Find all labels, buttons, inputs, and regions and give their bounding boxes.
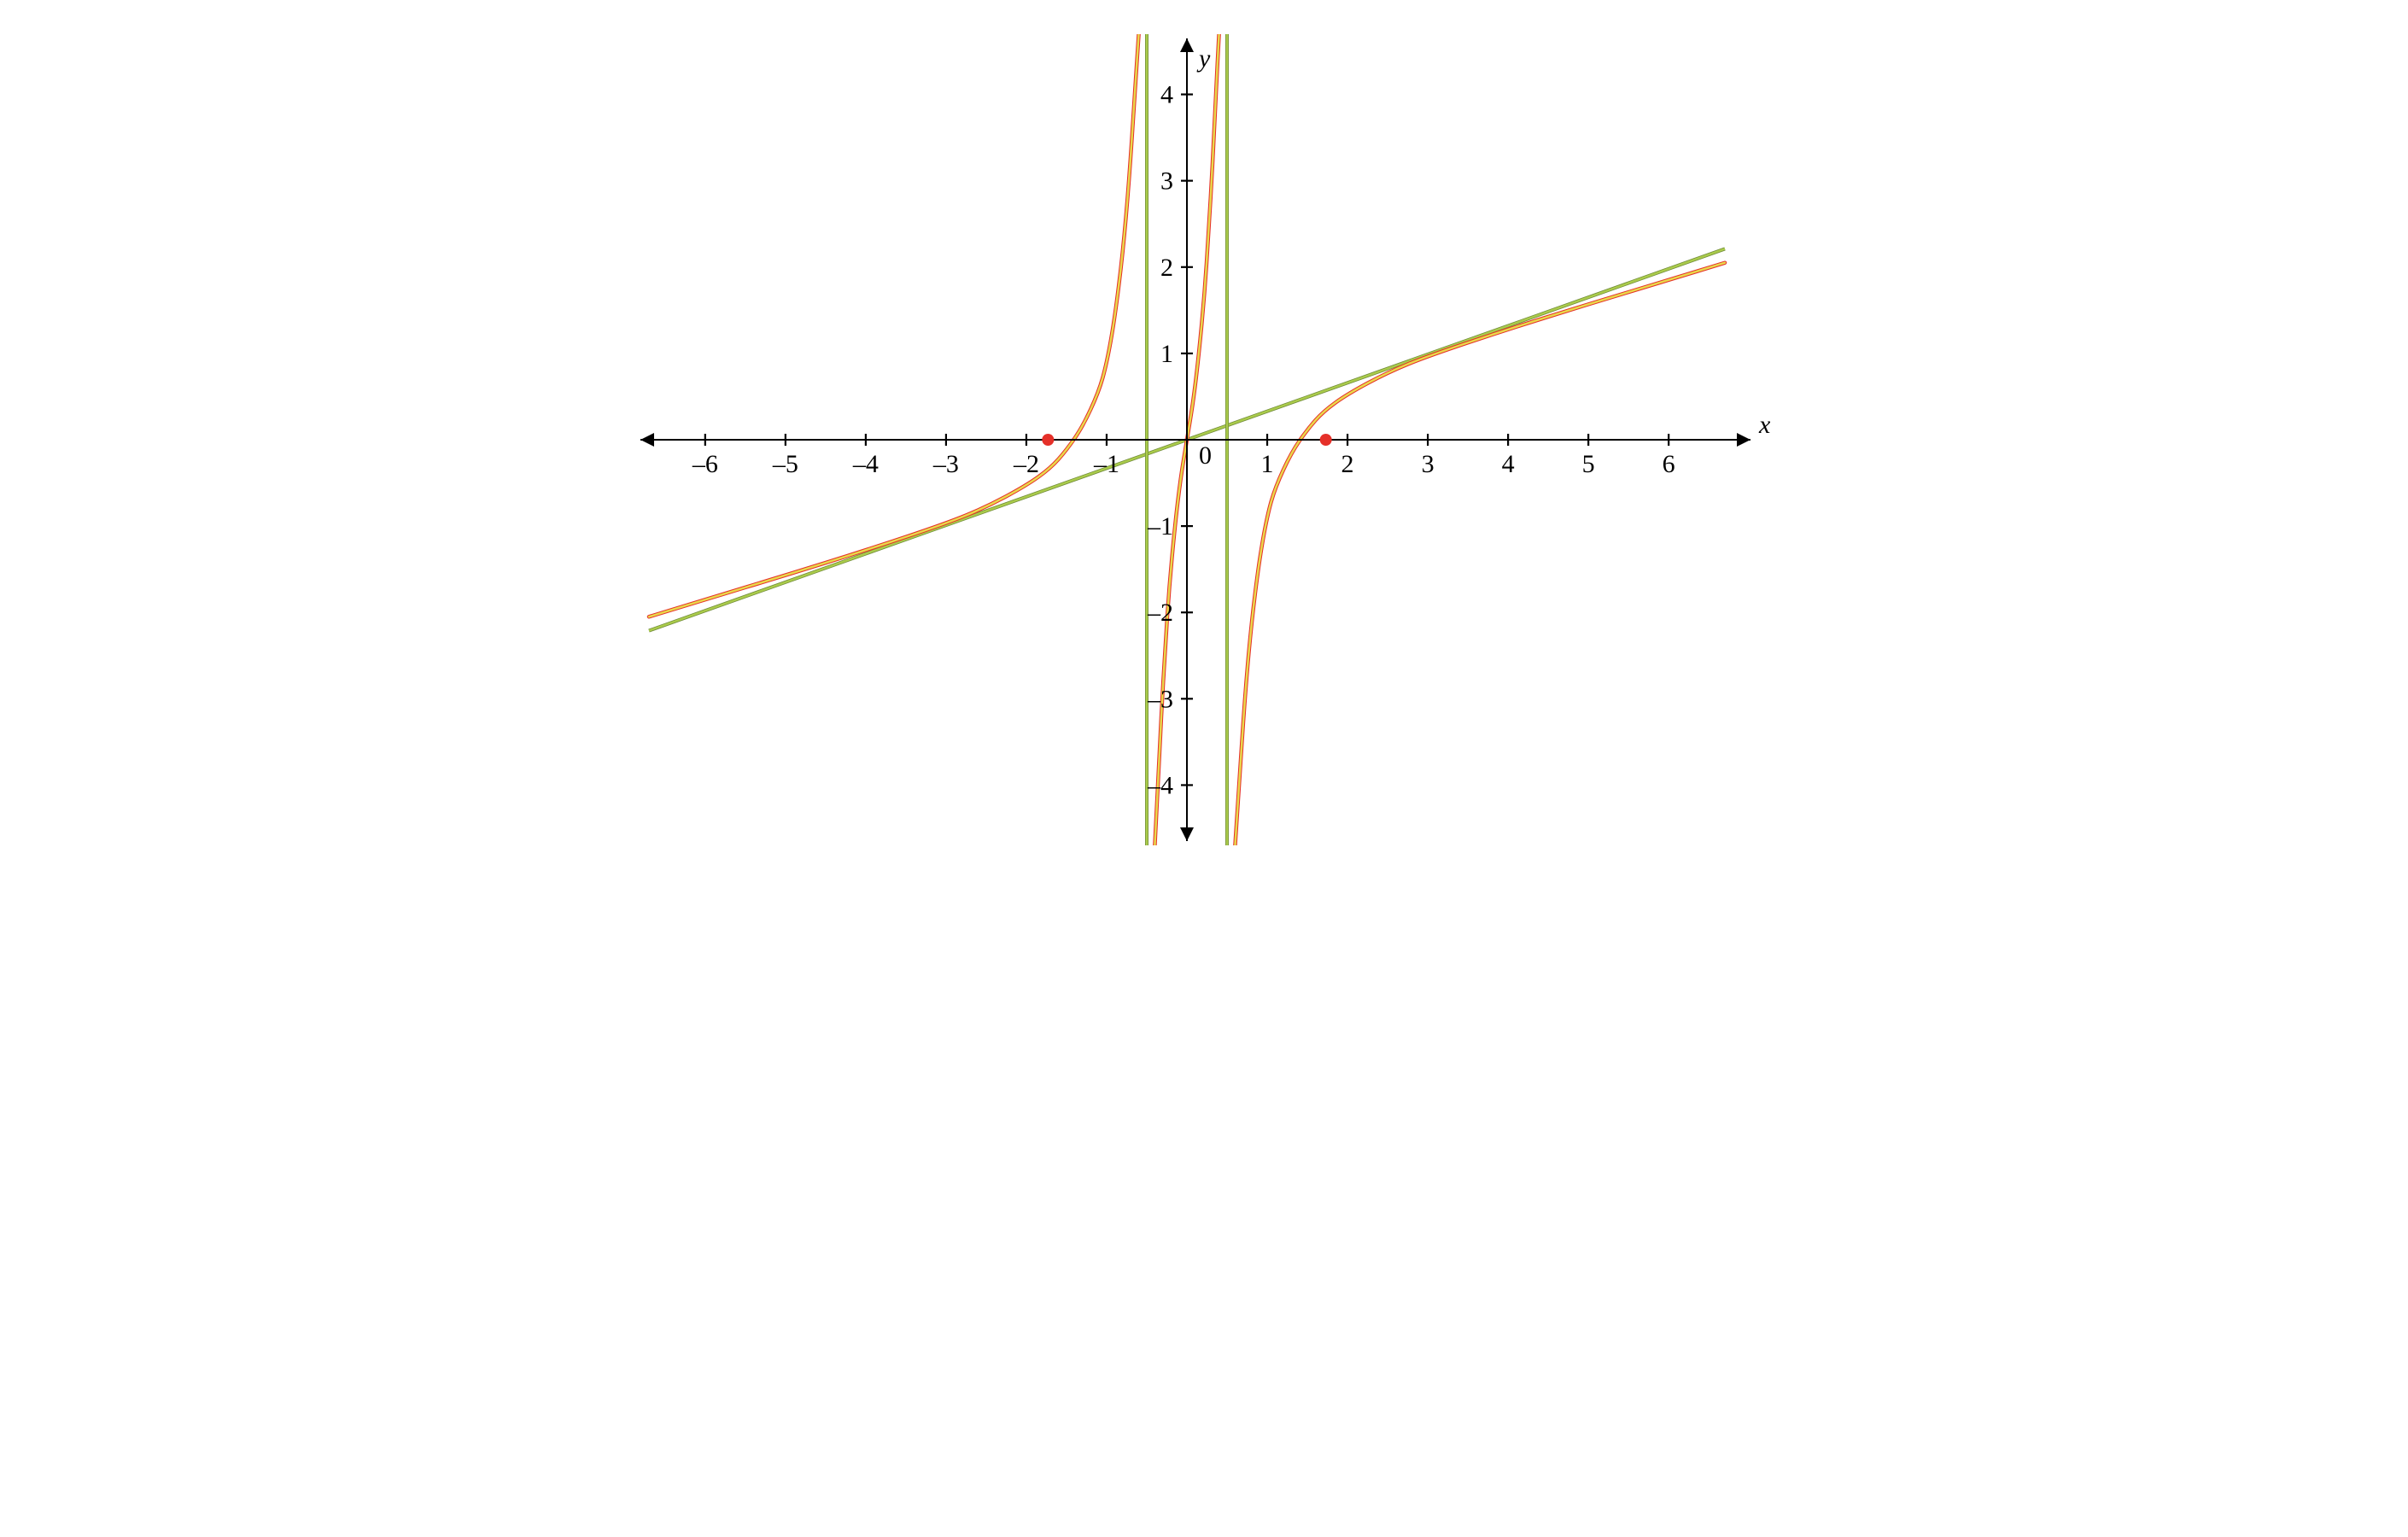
x-tick-label: –3 — [932, 450, 959, 478]
y-tick-label: 3 — [1160, 167, 1173, 196]
x-tick-label: 0 — [1199, 441, 1212, 470]
x-tick-label: –5 — [772, 450, 798, 478]
y-tick-label: 4 — [1160, 81, 1173, 109]
chart-svg: –6 –5 –4 –3 –2 –1 0 1 2 3 4 5 6 –4 –3 –2 –1 1 2 3 4 x y — [632, 34, 1776, 845]
x-tick-label: 6 — [1663, 450, 1675, 478]
coordinate-plane-chart: –6 –5 –4 –3 –2 –1 0 1 2 3 4 5 6 –4 –3 –2 –1 1 2 3 4 x y — [632, 34, 1776, 845]
x-tick-label: –4 — [852, 450, 879, 478]
x-tick-label: –6 — [692, 450, 718, 478]
y-tick-label: 1 — [1160, 340, 1173, 368]
y-tick-label: –1 — [1147, 512, 1173, 541]
marked-point-0 — [1042, 434, 1054, 446]
x-tick-label: 2 — [1341, 450, 1354, 478]
y-tick-label: –4 — [1147, 771, 1173, 799]
x-axis-label: x — [1758, 411, 1771, 439]
y-tick-label: –2 — [1147, 599, 1173, 627]
y-tick-label: –3 — [1147, 685, 1173, 713]
y-tick-label: 2 — [1160, 254, 1173, 282]
marked-point-1 — [1320, 434, 1332, 446]
x-tick-label: 1 — [1261, 450, 1274, 478]
x-tick-label: 4 — [1502, 450, 1515, 478]
x-tick-label: 3 — [1422, 450, 1435, 478]
y-axis-label: y — [1196, 44, 1211, 73]
x-tick-label: –1 — [1093, 450, 1119, 478]
x-tick-label: –2 — [1013, 450, 1039, 478]
x-tick-label: 5 — [1582, 450, 1595, 478]
